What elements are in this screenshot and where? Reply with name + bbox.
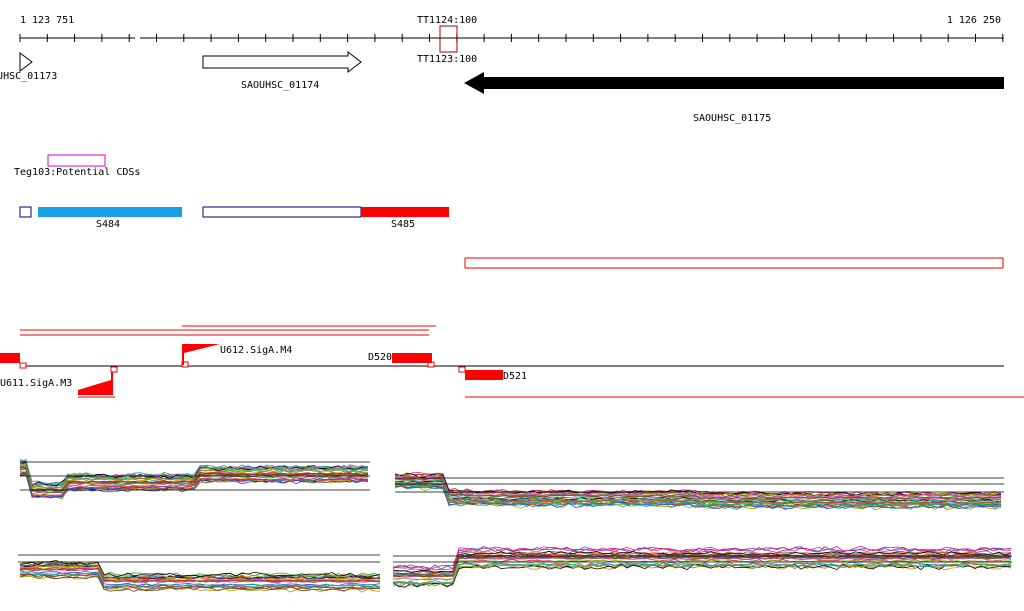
gene-label: SAOUHSC_01175: [693, 113, 771, 124]
ruler-end: 1 126 250: [947, 15, 1001, 26]
expression-trace: [19, 571, 381, 588]
segment[interactable]: [19, 206, 32, 218]
terminator-label: D520: [368, 352, 392, 363]
ruler: [19, 34, 1004, 42]
gene-label: SAOUHSC_01173: [0, 71, 57, 82]
expression-trace: [392, 559, 1011, 581]
segment[interactable]: [361, 207, 449, 217]
expression-trace: [394, 475, 1002, 499]
terminator[interactable]: [392, 353, 432, 363]
position-marker[interactable]: [439, 25, 458, 53]
gene-arrow[interactable]: [202, 50, 362, 74]
expression-trace: [19, 574, 381, 592]
expression-trace: [19, 561, 381, 579]
expression-trace: [392, 556, 1012, 577]
expression-panels: [18, 458, 1012, 593]
promoter[interactable]: [182, 344, 220, 365]
ncrna-label: Teg103:Potential CDSs: [14, 167, 140, 178]
terminator-label: D521: [503, 371, 527, 382]
site: [458, 366, 466, 373]
segment[interactable]: [464, 257, 1004, 269]
site: [19, 362, 27, 369]
ruler-start: 1 123 751: [20, 15, 74, 26]
expression-trace: [19, 465, 369, 491]
terminator[interactable]: [0, 353, 20, 363]
expression-trace: [19, 474, 369, 500]
gene-label: SAOUHSC_01174: [241, 80, 319, 91]
segment[interactable]: [38, 207, 182, 217]
expression-trace: [392, 562, 1012, 587]
marker-label: TT1123:100: [417, 54, 477, 65]
expression-trace: [394, 484, 1002, 508]
segment[interactable]: [202, 206, 362, 218]
marker-label: TT1124:100: [417, 15, 477, 26]
expression-trace: [394, 477, 1002, 500]
promoter[interactable]: [78, 372, 113, 395]
gene-arrow[interactable]: [464, 72, 1004, 94]
expression-trace: [394, 480, 1002, 503]
expression-trace: [392, 550, 1012, 574]
promoter-label: U611.SigA.M3: [0, 378, 72, 389]
expression-trace: [392, 561, 1012, 585]
expression-trace: [392, 556, 1012, 578]
promoter-label: U612.SigA.M4: [220, 345, 292, 356]
expression-trace: [392, 546, 1012, 571]
segment-label: S484: [96, 219, 120, 230]
expression-trace: [19, 464, 369, 489]
ncrna[interactable]: [47, 154, 106, 167]
expression-trace: [19, 567, 381, 583]
segment-label: S485: [391, 219, 415, 230]
expression-trace: [19, 560, 381, 578]
expression-trace: [394, 481, 1002, 505]
expression-trace: [392, 545, 1012, 571]
expression-trace: [392, 563, 1012, 588]
expression-trace: [392, 561, 1012, 585]
transcripts: [20, 325, 1024, 398]
site: [110, 366, 118, 373]
expression-trace: [19, 574, 381, 593]
gene-arrow[interactable]: [19, 52, 33, 72]
expression-trace: [19, 472, 369, 498]
terminator[interactable]: [465, 370, 503, 380]
